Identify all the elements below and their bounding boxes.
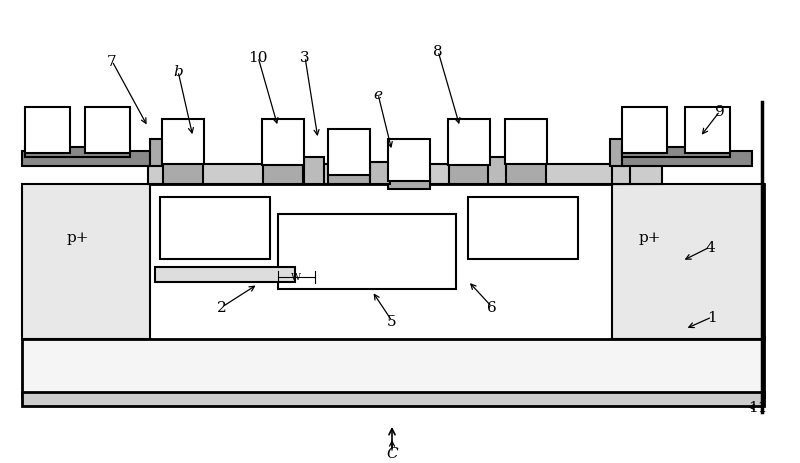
Bar bbox=[155, 268, 295, 282]
Text: 11: 11 bbox=[748, 400, 768, 414]
Bar bbox=[685, 108, 730, 154]
Bar bbox=[622, 152, 752, 167]
Bar bbox=[22, 337, 764, 397]
Bar bbox=[22, 152, 150, 167]
Text: C: C bbox=[386, 446, 398, 460]
Bar bbox=[328, 173, 370, 185]
Text: 5: 5 bbox=[387, 314, 397, 328]
Text: 3: 3 bbox=[300, 51, 310, 65]
Bar bbox=[388, 140, 430, 181]
Text: 8: 8 bbox=[433, 45, 443, 59]
Bar bbox=[22, 185, 150, 339]
Text: p+: p+ bbox=[638, 231, 662, 244]
Bar bbox=[448, 120, 490, 166]
Bar bbox=[449, 163, 489, 185]
Bar bbox=[612, 185, 764, 339]
Bar bbox=[622, 148, 730, 158]
Text: 2: 2 bbox=[217, 300, 227, 314]
Bar bbox=[262, 120, 304, 166]
Text: 9: 9 bbox=[715, 105, 725, 119]
Text: p+: p+ bbox=[66, 231, 90, 244]
Bar bbox=[505, 120, 547, 165]
Bar bbox=[22, 392, 764, 406]
Bar bbox=[150, 165, 662, 185]
Bar bbox=[468, 198, 578, 259]
Text: b: b bbox=[173, 65, 183, 79]
Bar bbox=[622, 108, 667, 154]
Text: e: e bbox=[374, 88, 382, 102]
Text: 7: 7 bbox=[107, 55, 117, 69]
Bar bbox=[370, 163, 390, 185]
Bar bbox=[612, 156, 630, 185]
Text: n+: n+ bbox=[513, 218, 531, 231]
Bar bbox=[22, 185, 764, 339]
Bar bbox=[163, 162, 203, 185]
Bar bbox=[160, 198, 270, 259]
Text: 4: 4 bbox=[705, 240, 715, 255]
Bar bbox=[610, 140, 625, 167]
Bar bbox=[278, 214, 456, 289]
Text: n+: n+ bbox=[206, 218, 224, 231]
Bar bbox=[388, 180, 430, 189]
Bar bbox=[162, 120, 204, 165]
Bar bbox=[25, 148, 130, 158]
Bar bbox=[150, 140, 165, 167]
Bar bbox=[148, 156, 166, 185]
Bar bbox=[25, 108, 70, 154]
Bar bbox=[304, 158, 324, 185]
Bar bbox=[488, 158, 508, 185]
Bar bbox=[506, 162, 546, 185]
Text: W: W bbox=[291, 273, 301, 282]
Text: 1: 1 bbox=[707, 310, 717, 324]
Text: 6: 6 bbox=[487, 300, 497, 314]
Bar bbox=[85, 108, 130, 154]
Bar bbox=[328, 130, 370, 175]
Bar bbox=[263, 163, 303, 185]
Text: 10: 10 bbox=[248, 51, 268, 65]
